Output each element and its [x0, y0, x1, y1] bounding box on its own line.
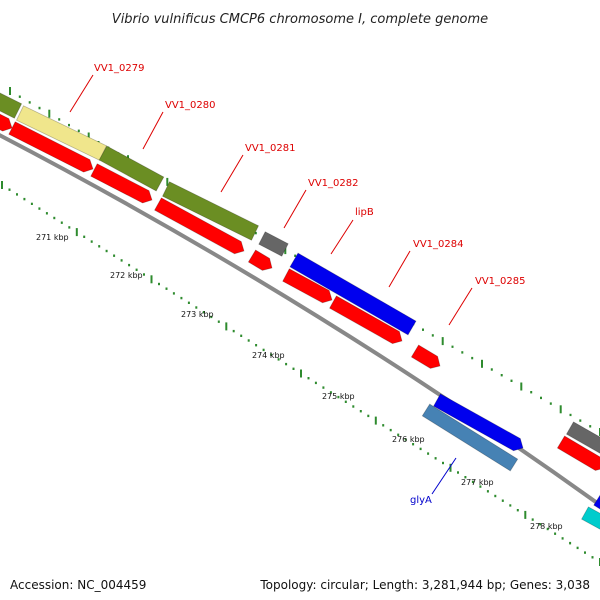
gene-feature-red-1[interactable] [8, 121, 94, 173]
gene-feature-red-5[interactable] [282, 268, 333, 304]
connector-lipb [330, 219, 354, 255]
gene-feature-grey-0282[interactable] [258, 231, 289, 257]
gene-feature-steel-glya[interactable] [421, 403, 519, 472]
kbp-label-273: 273 kbp [181, 310, 214, 319]
topology-text: Topology: circular; Length: 3,281,944 bp… [260, 578, 590, 592]
gene-label-vv1-0282[interactable]: VV1_0282 [308, 178, 359, 189]
connector-vv1-0280 [142, 111, 164, 150]
inner-tick-marks [1, 181, 600, 566]
label-connectors [69, 74, 473, 495]
kbp-label-271: 271 kbp [36, 233, 69, 242]
gene-feature-red-2[interactable] [90, 163, 153, 204]
gene-label-vv1-0284[interactable]: VV1_0284 [413, 239, 464, 250]
connector-vv1-0281 [220, 154, 244, 193]
gene-feature-red-right[interactable] [556, 435, 600, 471]
kbp-label-276: 276 kbp [392, 435, 425, 444]
kbp-label-272: 272 kbp [110, 271, 143, 280]
connector-vv1-0284 [388, 250, 411, 288]
connector-glya [431, 457, 457, 495]
map-title: Vibrio vulnificus CMCP6 chromosome I, co… [112, 12, 488, 27]
kbp-label-277: 277 kbp [461, 478, 494, 487]
gene-feature-olive-0280[interactable] [98, 145, 165, 192]
gene-feature-red-4[interactable] [247, 249, 273, 271]
gene-label-lipb[interactable]: lipB [355, 207, 374, 218]
gene-feature-olive-0278[interactable] [0, 90, 23, 119]
gene-feature-grey-right[interactable] [565, 421, 600, 454]
gene-feature-red-7[interactable] [410, 344, 441, 369]
kbp-label-274: 274 kbp [252, 351, 285, 360]
gene-label-vv1-0281[interactable]: VV1_0281 [245, 143, 296, 154]
gene-feature-blue-right[interactable] [593, 494, 600, 510]
connector-vv1-0285 [448, 287, 473, 326]
gene-feature-red-6[interactable] [329, 295, 403, 345]
gene-feature-khaki-0279[interactable] [15, 105, 108, 161]
gene-features [0, 90, 600, 530]
gene-feature-olive-0281[interactable] [161, 181, 260, 241]
accession-text: Accession: NC_004459 [10, 578, 147, 592]
gene-feature-red-0[interactable] [0, 111, 13, 132]
gene-label-glya[interactable]: glyA [410, 495, 432, 506]
gene-label-vv1-0285[interactable]: VV1_0285 [475, 276, 526, 287]
gene-feature-cyan-right[interactable] [581, 506, 600, 530]
gene-feature-blue-lower[interactable] [433, 393, 524, 452]
kbp-label-278: 278 kbp [530, 522, 563, 531]
gene-label-vv1-0280[interactable]: VV1_0280 [165, 100, 216, 111]
kbp-label-275: 275 kbp [322, 392, 355, 401]
gene-feature-red-3[interactable] [154, 197, 245, 255]
gene-feature-blue-lipb[interactable] [289, 252, 417, 336]
gene-label-vv1-0279[interactable]: VV1_0279 [94, 63, 145, 74]
connector-vv1-0279 [69, 74, 94, 113]
connector-vv1-0282 [283, 189, 307, 229]
